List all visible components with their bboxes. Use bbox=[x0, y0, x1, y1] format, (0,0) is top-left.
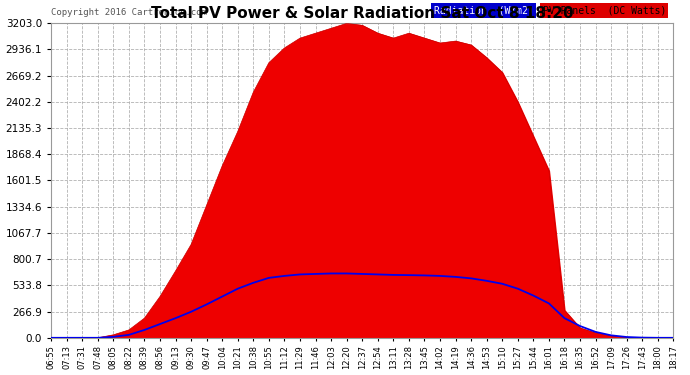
Title: Total PV Power & Solar Radiation Sat Oct 8 18:20: Total PV Power & Solar Radiation Sat Oct… bbox=[151, 6, 573, 21]
Text: PV Panels  (DC Watts): PV Panels (DC Watts) bbox=[543, 5, 666, 15]
Text: Radiation  (W/m2): Radiation (W/m2) bbox=[434, 5, 533, 15]
Text: Copyright 2016 Cartronics.com: Copyright 2016 Cartronics.com bbox=[51, 8, 207, 17]
